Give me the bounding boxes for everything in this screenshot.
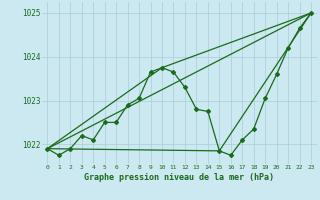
X-axis label: Graphe pression niveau de la mer (hPa): Graphe pression niveau de la mer (hPa) [84, 173, 274, 182]
